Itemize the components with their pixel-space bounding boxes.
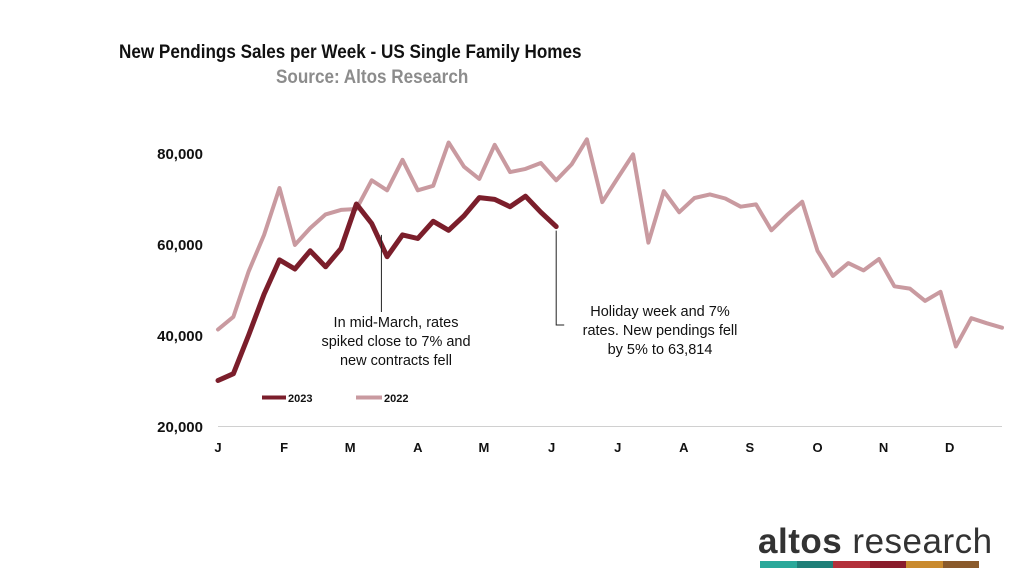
annotation-holiday-line-3: by 5% to 63,814 [607,342,713,358]
y-tick-label: 20,000 [157,419,203,436]
x-tick-label: S [746,440,755,455]
series-line-2022 [216,137,1004,349]
x-tick-label: M [479,440,490,455]
x-tick-label: D [945,440,954,455]
x-tick-label: A [679,440,689,455]
annotation-march: In mid-March, rates spiked close to 7% a… [305,314,487,371]
y-tick-label: 80,000 [157,146,203,163]
chart-title: New Pendings Sales per Week - US Single … [119,42,582,63]
logo-light: research [842,522,993,561]
annotation-march-line-3: new contracts fell [339,353,453,369]
logo-stripe-segment [869,561,906,568]
x-tick-label: M [345,440,356,455]
x-tick-label: J [214,440,221,455]
annotation-march-line-2: spiked close to 7% and [321,334,471,350]
logo-stripe-segment [760,561,797,568]
legend: 2023 2022 [262,393,408,405]
x-tick-label: J [548,440,555,455]
x-tick-label: O [812,440,822,455]
y-tick-label: 40,000 [157,328,203,345]
logo-bold: altos [758,522,843,561]
annotation-holiday: Holiday week and 7% rates. New pendings … [562,303,758,360]
legend-2023-label: 2023 [288,393,312,405]
axis-layer: 20,000 40,000 60,000 80,000 J F M A M J J A S O N D [157,146,1002,455]
series-layer [215,137,1004,383]
chart-subtitle: Source: Altos Research [276,67,469,88]
logo-stripe [760,561,979,568]
annotation-holiday-line-1: Holiday week and 7% [590,304,730,320]
x-tick-label: J [614,440,621,455]
x-tick-label: A [413,440,423,455]
altos-research-logo: altos research [758,522,993,562]
logo-stripe-segment [796,561,833,568]
annotation-holiday-line-2: rates. New pendings fell [582,323,738,339]
x-tick-label: F [280,440,288,455]
annotation-holiday-leader [555,230,565,326]
y-tick-label: 60,000 [157,237,203,254]
legend-2022-label: 2022 [384,393,408,405]
x-tick-label: N [879,440,888,455]
logo-stripe-segment [942,561,979,568]
annotation-march-line-1: In mid-March, rates [333,315,459,331]
annotation-leaders [380,230,565,326]
logo-stripe-segment [833,561,870,568]
logo-stripe-segment [906,561,943,568]
